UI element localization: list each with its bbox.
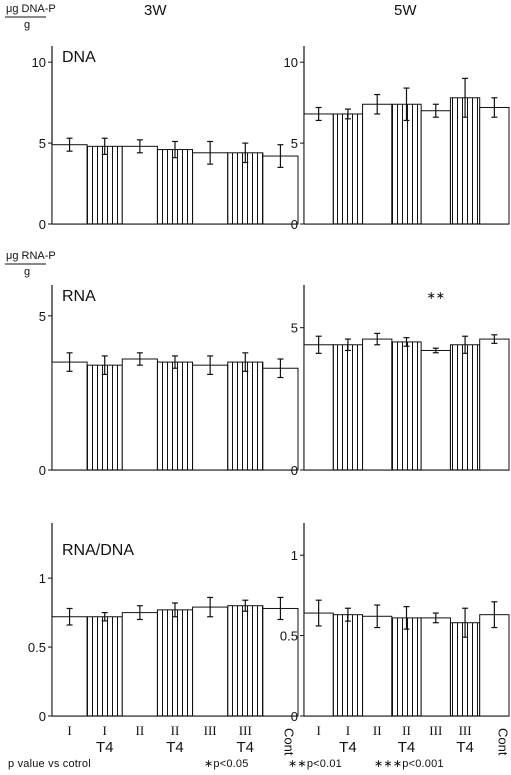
dna-3w-y-tick-label: 0 xyxy=(39,217,46,232)
rna-3w-panel-title: RNA xyxy=(62,288,96,305)
ratio-3w-bar xyxy=(262,607,299,717)
x5w-category-label: III xyxy=(459,723,472,738)
dna-5w-bar xyxy=(362,103,393,225)
rna-3w-bar xyxy=(156,361,194,471)
x5w-category-label: II xyxy=(373,723,382,738)
rna-5w-y-tick-label: 0 xyxy=(291,463,298,478)
dna-unit-denominator: g xyxy=(24,19,31,31)
x5w-category-sublabel: T4 xyxy=(456,739,474,756)
rna-3w-y-tick-label: 0 xyxy=(39,463,46,478)
dna-5w-y-tick-label: 10 xyxy=(284,55,298,70)
x5w-category-label: II xyxy=(402,723,411,738)
ratio-5w-bar xyxy=(391,617,422,717)
ratio-3w-bar xyxy=(192,606,229,717)
dna-3w-y-tick-label: 10 xyxy=(32,55,46,70)
ratio-3w-bar xyxy=(121,612,158,717)
dna-5w-bar xyxy=(332,113,364,225)
x3w-category-sublabel: T4 xyxy=(237,739,255,756)
rna-unit-numerator: μg RNA-P xyxy=(6,250,56,262)
ratio-5w-bar xyxy=(362,615,393,717)
x3w-category-label: Cont xyxy=(281,728,296,756)
dna-3w-bar xyxy=(51,144,88,225)
rna-5w-y-tick-label: 5 xyxy=(291,321,298,336)
footer-sig-2: ∗∗p<0.01 xyxy=(288,758,342,770)
dna-5w-bar xyxy=(420,110,451,225)
x5w-category-sublabel: T4 xyxy=(339,739,357,756)
x5w-category-sublabel: T4 xyxy=(398,739,416,756)
x5w-category-label: I xyxy=(346,723,350,738)
ratio-3w-bar xyxy=(227,605,264,717)
x3w-category-label: I xyxy=(67,723,71,738)
dna-5w-bar xyxy=(479,106,510,225)
dna-3w-bar xyxy=(156,149,194,225)
rna-3w-bar xyxy=(262,367,299,471)
x5w-category-label: III xyxy=(429,723,442,738)
x3w-category-sublabel: T4 xyxy=(96,739,114,756)
rna-3w-bar xyxy=(227,361,264,471)
x3w-category-label: II xyxy=(171,723,180,738)
ratio-5w-y-tick-label: 0 xyxy=(291,709,298,724)
rna-5w-bar xyxy=(303,344,334,471)
footer-sig-1: ∗p<0.05 xyxy=(204,758,249,770)
rna-3w-bar xyxy=(192,364,229,471)
ratio-5w-bar xyxy=(449,622,481,717)
ratio-5w-bar xyxy=(420,617,451,717)
dna-5w-bar xyxy=(303,113,334,225)
x3w-category-label: III xyxy=(204,723,217,738)
column-title-3w: 3W xyxy=(144,2,167,19)
dna-unit-numerator: μg DNA-P xyxy=(6,3,56,15)
footer-note: p value vs cotrol xyxy=(8,758,91,770)
dna-3w-bar xyxy=(121,145,158,225)
dna-3w-bar xyxy=(86,145,123,225)
rna-5w-bar xyxy=(362,338,393,471)
ratio-5w-bar xyxy=(332,614,364,717)
rna-unit-denominator: g xyxy=(24,266,31,278)
dna-3w-y-tick-label: 5 xyxy=(39,136,46,151)
rna-3w-y-tick-label: 5 xyxy=(39,309,46,324)
dna-3w-panel-title: DNA xyxy=(62,49,96,66)
x3w-category-label: III xyxy=(239,723,252,738)
ratio-3w-bar xyxy=(51,616,88,717)
rna-3w-bar xyxy=(51,361,88,471)
rna-5w-bar xyxy=(449,344,481,471)
dna-5w-y-tick-label: 5 xyxy=(291,136,298,151)
ratio-3w-panel-title: RNA/DNA xyxy=(62,542,134,559)
dna-5w-y-tick-label: 0 xyxy=(291,217,298,232)
rna-5w-bar xyxy=(391,341,422,471)
column-title-5w: 5W xyxy=(394,2,417,19)
ratio-5w-bar xyxy=(303,612,334,717)
ratio-3w-y-tick-label: 0 xyxy=(39,709,46,724)
rna-3w-bar xyxy=(86,364,123,471)
rna-5w-significance-mark: ∗∗ xyxy=(427,290,445,302)
x3w-category-label: I xyxy=(103,723,107,738)
x5w-category-label: Cont xyxy=(495,728,510,756)
rna-5w-bar xyxy=(420,349,451,471)
rna-3w-bar xyxy=(121,358,158,471)
ratio-5w-y-tick-label: 0.5 xyxy=(280,629,298,644)
dna-5w-bar xyxy=(449,97,481,225)
x3w-category-sublabel: T4 xyxy=(166,739,184,756)
dna-5w-bar xyxy=(391,103,422,225)
rna-5w-bar xyxy=(332,344,364,471)
rna-5w-bar xyxy=(479,338,510,471)
ratio-3w-bar xyxy=(86,616,123,717)
ratio-3w-y-tick-label: 0.5 xyxy=(28,640,46,655)
x5w-category-label: I xyxy=(316,723,320,738)
ratio-5w-y-tick-label: 1 xyxy=(291,548,298,563)
ratio-5w-bar xyxy=(479,614,510,717)
dna-3w-bar xyxy=(227,152,264,225)
ratio-3w-bar xyxy=(156,609,194,717)
x3w-category-label: II xyxy=(136,723,145,738)
footer-sig-3: ∗∗∗p<0.001 xyxy=(374,758,444,770)
ratio-3w-y-tick-label: 1 xyxy=(39,571,46,586)
